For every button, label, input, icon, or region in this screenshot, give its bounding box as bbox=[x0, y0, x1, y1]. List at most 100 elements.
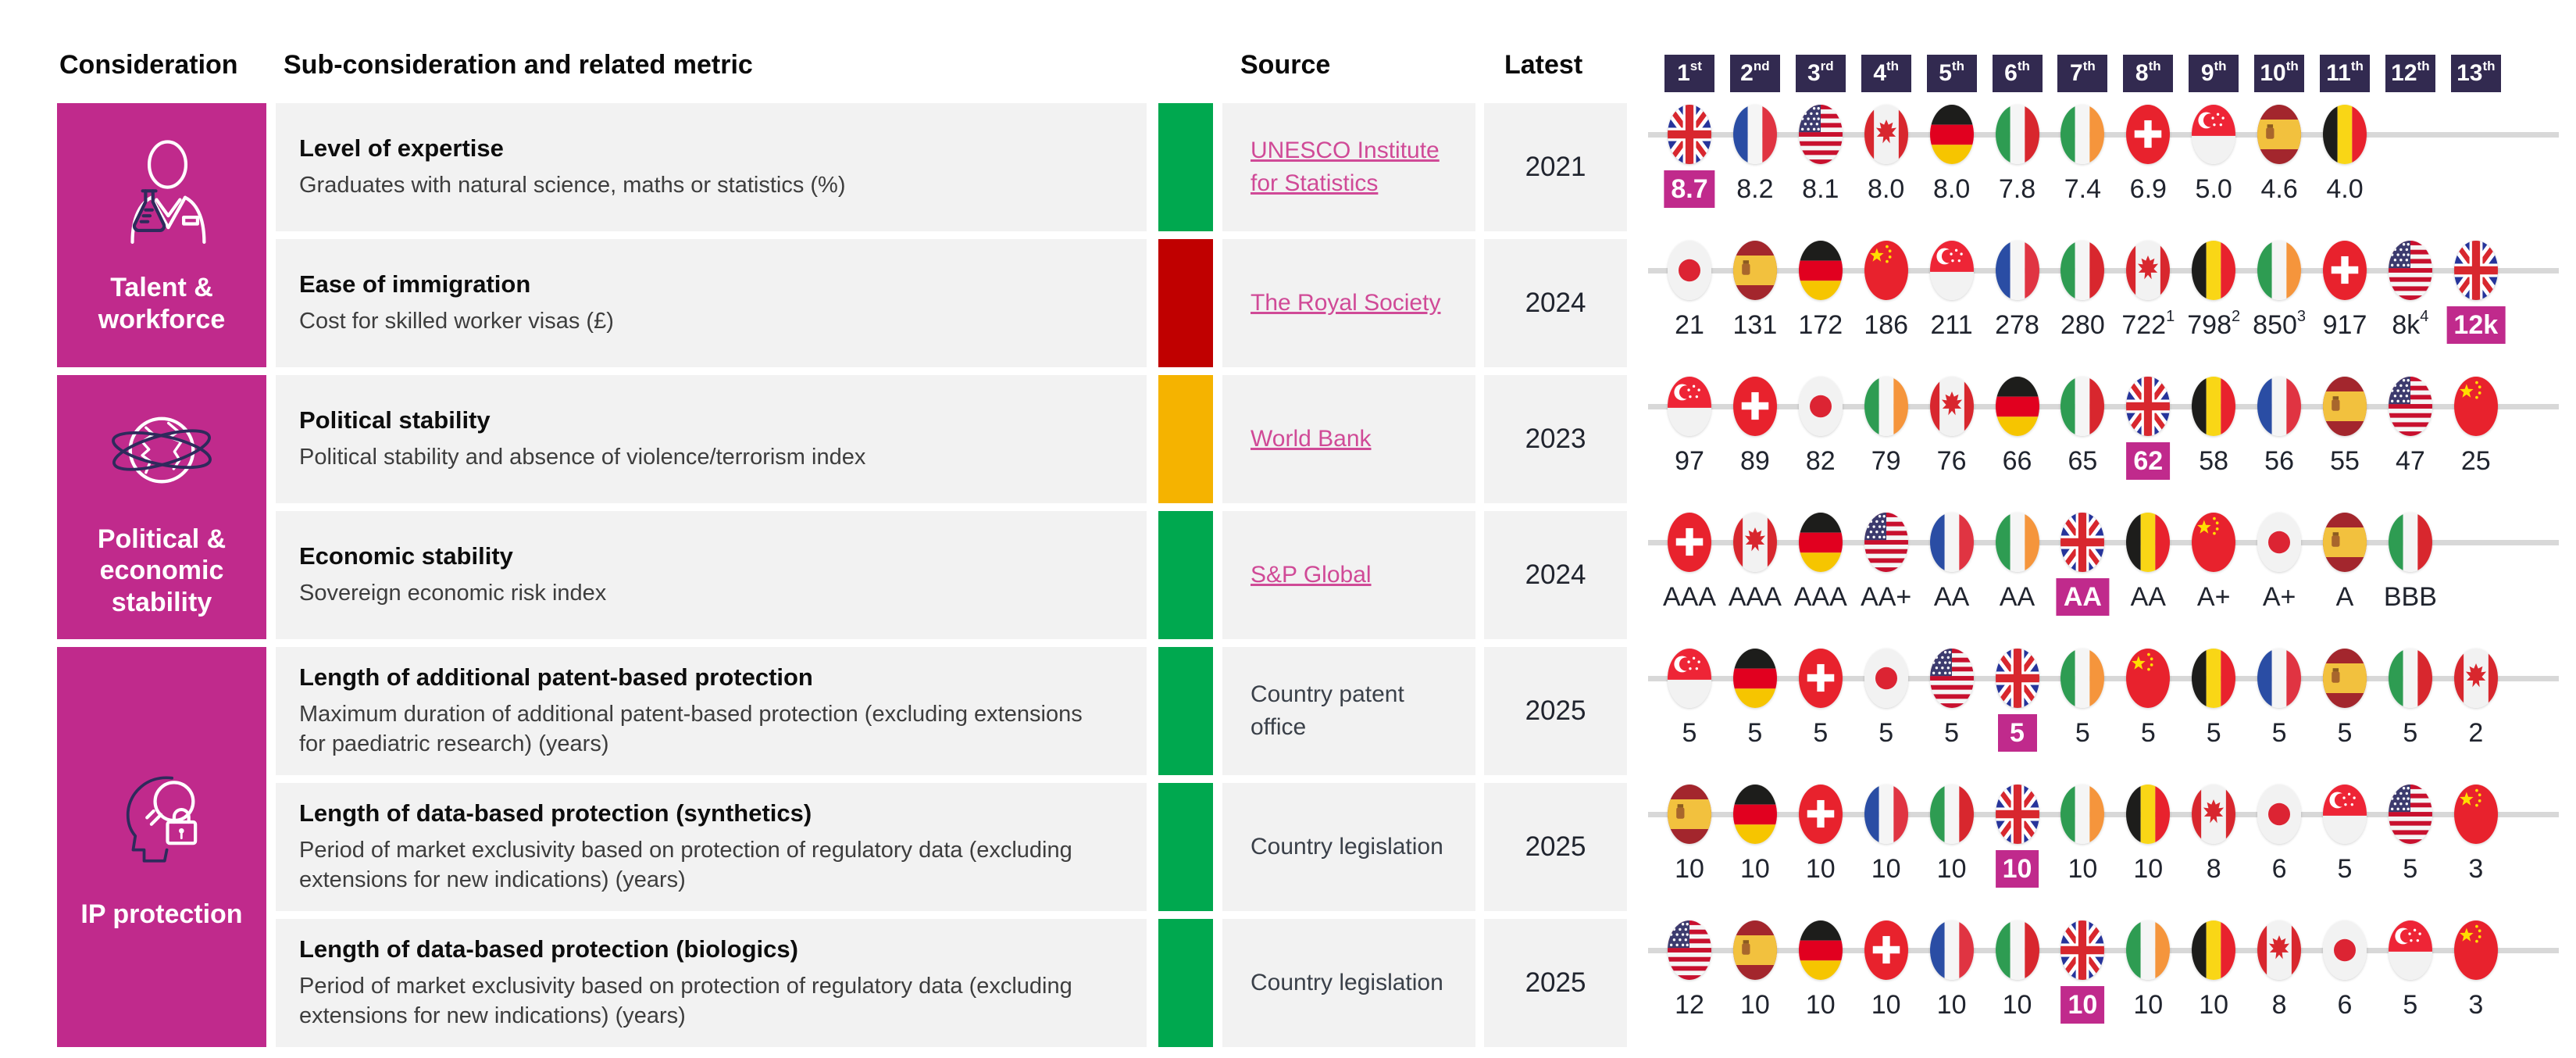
rank-value: BBB bbox=[2383, 581, 2437, 612]
flag-germany-icon bbox=[1995, 377, 2039, 436]
rank-value: 56 bbox=[2264, 445, 2295, 476]
rank-value: 917 bbox=[2322, 309, 2367, 340]
flag-united-states-icon bbox=[1668, 920, 1711, 980]
rank-value-highlighted: AA bbox=[2056, 578, 2109, 616]
rank-value: 25 bbox=[2460, 445, 2491, 476]
flag-france-icon bbox=[2257, 649, 2302, 708]
latest-year: 2023 bbox=[1484, 375, 1627, 503]
flag-japan-icon bbox=[2257, 513, 2302, 572]
flag-belgium-icon bbox=[2192, 649, 2236, 708]
metric-row-length-of-data-based-protection-(biologics): Length of data-based protection (biologi… bbox=[0, 919, 2576, 1047]
rank-value: 6 bbox=[2271, 853, 2287, 884]
rank-value: 5 bbox=[1747, 717, 1763, 748]
flag-united-kingdom-icon bbox=[1995, 785, 2039, 844]
rank-value: 8.2 bbox=[1736, 173, 1774, 204]
flag-ireland-icon bbox=[2060, 105, 2105, 164]
flag-spain-icon bbox=[1732, 920, 1777, 980]
source-link[interactable]: S&P Global bbox=[1251, 562, 1372, 588]
rank-value: 4.6 bbox=[2260, 173, 2298, 204]
flag-singapore-icon bbox=[2323, 785, 2367, 844]
rank-value: 798 2 bbox=[2187, 308, 2241, 340]
rank-value: 5 bbox=[1878, 717, 1894, 748]
latest-year: 2024 bbox=[1484, 511, 1627, 639]
flag-italy-icon bbox=[2060, 241, 2105, 300]
rank-value: 58 bbox=[2199, 445, 2229, 476]
flag-italy-icon bbox=[2388, 513, 2432, 572]
flag-united-kingdom-icon bbox=[1995, 649, 2039, 708]
source-link[interactable]: World Bank bbox=[1251, 426, 1372, 452]
flag-singapore-icon bbox=[1668, 649, 1711, 708]
rank-value: 10 bbox=[1739, 989, 1770, 1020]
flag-singapore-icon bbox=[1668, 377, 1711, 436]
sub-consideration-cell: Level of expertise Graduates with natural… bbox=[276, 103, 1147, 231]
rag-indicator-red bbox=[1158, 239, 1213, 367]
source-link[interactable]: UNESCO Institute for Statistics bbox=[1251, 138, 1440, 196]
rank-value: AAA bbox=[1662, 581, 1717, 612]
flag-belgium-icon bbox=[2192, 377, 2236, 436]
source-cell: Country patent office bbox=[1222, 647, 1475, 775]
metric-title: Length of data-based protection (biologi… bbox=[299, 935, 798, 963]
rank-value: 8 bbox=[2206, 853, 2221, 884]
rank-value: 3 bbox=[2468, 989, 2484, 1020]
flag-united-kingdom-icon bbox=[2060, 513, 2105, 572]
rank-value: 5 bbox=[1682, 717, 1697, 748]
flag-canada-icon bbox=[1929, 377, 1974, 436]
latest-year: 2025 bbox=[1484, 783, 1627, 911]
rank-value: 5 bbox=[2271, 717, 2287, 748]
flag-china-icon bbox=[2453, 377, 2498, 436]
rank-value: 8 bbox=[2271, 989, 2287, 1020]
metric-description: Political stability and absence of viole… bbox=[299, 444, 866, 470]
flag-canada-icon bbox=[1864, 105, 1908, 164]
rank-value: 47 bbox=[2395, 445, 2425, 476]
flag-canada-icon bbox=[2126, 241, 2171, 300]
flag-singapore-icon bbox=[1929, 241, 1974, 300]
rag-indicator-green bbox=[1158, 783, 1213, 911]
metric-description: Sovereign economic risk index bbox=[299, 580, 607, 606]
rank-value: 66 bbox=[2002, 445, 2032, 476]
rank-value: A+ bbox=[2196, 581, 2231, 612]
ranking-strip: 97 89 82 79 76 66 65 62 58 56 55 47 25 bbox=[1648, 375, 2576, 503]
rank-value-highlighted: 5 bbox=[1997, 714, 2037, 752]
flag-belgium-icon bbox=[2192, 241, 2236, 300]
consideration-label-ip-protection: IP protection bbox=[80, 899, 243, 930]
rank-value: 2 bbox=[2468, 717, 2484, 748]
rank-value: A+ bbox=[2262, 581, 2296, 612]
rank-value: 131 bbox=[1732, 309, 1778, 340]
flag-switzerland-icon bbox=[2323, 241, 2367, 300]
rank-value: 278 bbox=[1995, 309, 2039, 340]
flag-germany-icon bbox=[1798, 513, 1843, 572]
flag-china-icon bbox=[2192, 513, 2236, 572]
rank-value: 55 bbox=[2330, 445, 2360, 476]
flag-united-kingdom-icon bbox=[1668, 105, 1711, 164]
flag-belgium-icon bbox=[2126, 785, 2171, 844]
rag-indicator-green bbox=[1158, 103, 1213, 231]
flag-ireland-icon bbox=[2060, 649, 2105, 708]
metric-title: Length of data-based protection (synthet… bbox=[299, 799, 812, 827]
flag-singapore-icon bbox=[2388, 920, 2432, 980]
flag-united-kingdom-icon bbox=[2453, 241, 2498, 300]
rag-indicator-amber bbox=[1158, 375, 1213, 503]
flag-ireland-icon bbox=[2126, 920, 2171, 980]
flag-ireland-icon bbox=[1864, 377, 1908, 436]
flag-switzerland-icon bbox=[1798, 785, 1843, 844]
flag-united-states-icon bbox=[2388, 241, 2432, 300]
source-link[interactable]: The Royal Society bbox=[1251, 290, 1441, 316]
ranking-strip: 8.7 8.2 8.1 8.0 8.0 7.8 7.4 6.9 5.0 4.6 4.0 bbox=[1648, 103, 2576, 231]
flag-canada-icon bbox=[2453, 649, 2498, 708]
flag-canada-icon bbox=[1732, 513, 1777, 572]
source-cell: The Royal Society bbox=[1222, 239, 1475, 367]
flag-united-states-icon bbox=[2388, 785, 2432, 844]
flag-italy-icon bbox=[1929, 785, 1974, 844]
rank-value-highlighted: 12k bbox=[2446, 306, 2506, 344]
source-cell: World Bank bbox=[1222, 375, 1475, 503]
flag-germany-icon bbox=[1732, 785, 1777, 844]
source-cell: S&P Global bbox=[1222, 511, 1475, 639]
rank-value-highlighted: 10 bbox=[1995, 850, 2039, 888]
consideration-box-political-economic: Political & economic stability bbox=[57, 375, 266, 639]
flag-japan-icon bbox=[1668, 241, 1711, 300]
